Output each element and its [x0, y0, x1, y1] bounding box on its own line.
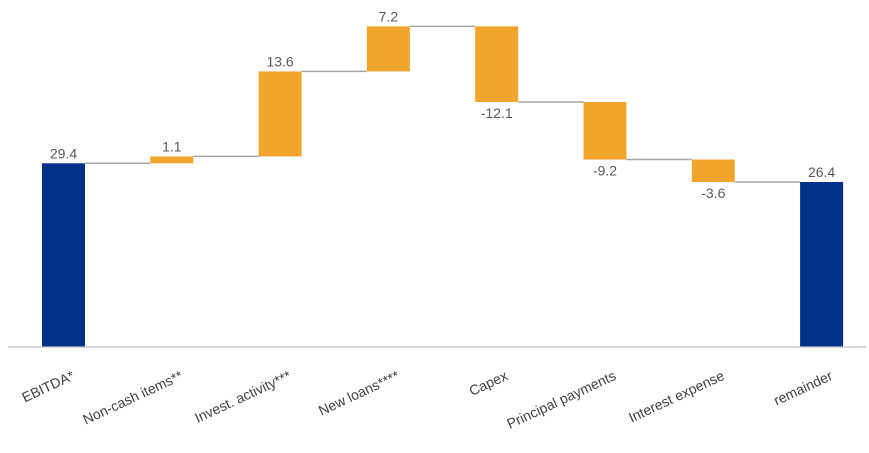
value-label: -12.1	[481, 105, 513, 121]
value-label: 13.6	[266, 53, 293, 69]
bar-3	[366, 26, 410, 72]
bar-4	[475, 26, 519, 102]
category-tick-labels: EBITDA* Non-cash items** Invest. activity*…	[19, 367, 835, 432]
category-label: EBITDA*	[19, 367, 77, 405]
bar-1	[150, 156, 194, 164]
bar-6	[691, 159, 735, 182]
bars	[42, 26, 844, 348]
category-label: Interest expense	[626, 367, 727, 425]
category-label: Invest. activity***	[192, 367, 294, 426]
category-label: New loans****	[316, 367, 402, 419]
category-label: Principal payments	[504, 367, 618, 431]
value-label: 26.4	[808, 164, 835, 180]
value-label: 1.1	[162, 138, 182, 154]
bar-2	[258, 71, 302, 157]
value-label: -3.6	[701, 185, 725, 201]
value-label: -9.2	[593, 163, 617, 179]
bar-0	[42, 163, 85, 348]
category-label: Non-cash items**	[80, 367, 185, 427]
value-label: 7.2	[379, 8, 399, 24]
category-label: Capex	[467, 367, 510, 399]
connector-lines	[85, 25, 801, 183]
bar-5	[583, 102, 627, 160]
category-label: remainder	[771, 367, 835, 408]
value-labels: 29.4 1.1 13.6 7.2 -12.1 -9.2 -3.6 26.4	[50, 8, 836, 201]
value-label: 29.4	[50, 145, 77, 161]
bar-7	[800, 182, 844, 347]
